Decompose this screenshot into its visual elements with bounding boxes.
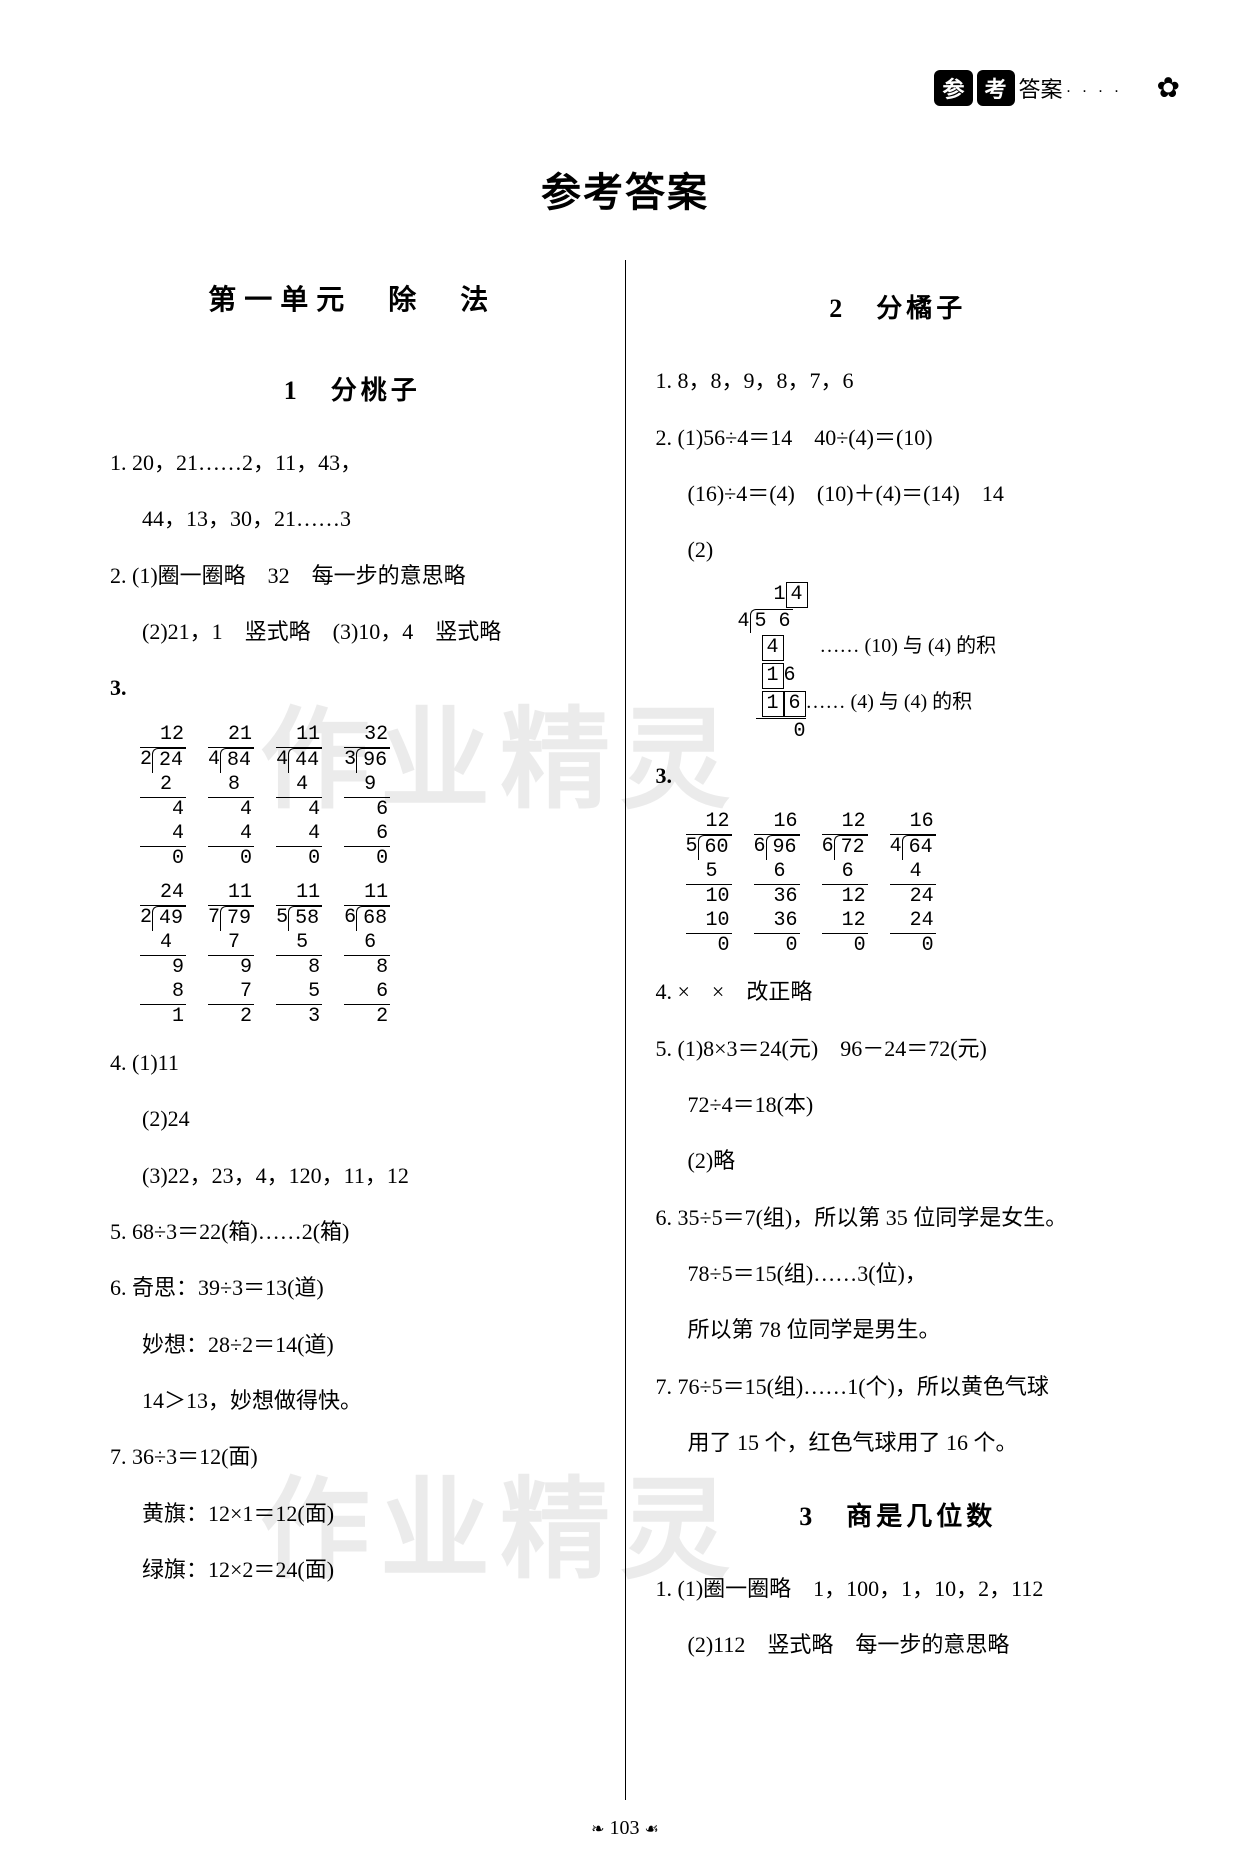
left-column: 第一单元 除 法 1 分桃子 1. 20，21……2，11，43， 44，13，… [90, 260, 615, 1800]
s2-q5-line3: (2)略 [656, 1137, 1141, 1185]
section-1-title: 1 分桃子 [110, 362, 595, 419]
s2-q2c-label: (2) [688, 537, 714, 562]
long-division: 164644 24240 [890, 810, 936, 958]
section-3-title: 3 商是几位数 [656, 1488, 1141, 1545]
q7-line3: 绿旗：12×2＝24(面) [110, 1546, 595, 1594]
long-division: 126726 12120 [822, 810, 868, 958]
s3-q1-line1: 1. (1)圈一圈略 1，100，1，10，2，112 [656, 1565, 1141, 1613]
badge-can: 参 [934, 70, 972, 106]
q6-line1: 6. 奇思：39÷3＝13(道) [110, 1264, 595, 1312]
long-division-group-r: 125605 10100 166966 36360 126726 12120 1646… [656, 810, 1141, 958]
long-division-group-a: 122242 440 214848 440 114444 440 323969 660 [110, 723, 595, 871]
s2-q6-line3: 所以第 78 位同学是男生。 [656, 1306, 1141, 1354]
q5: 5. 68÷3＝22(箱)……2(箱) [110, 1208, 595, 1256]
s2-q7-line2: 用了 15 个，红色气球用了 16 个。 [656, 1419, 1141, 1467]
long-division: 122242 440 [140, 723, 186, 871]
long-division: 114444 440 [276, 723, 322, 871]
content-columns: 第一单元 除 法 1 分桃子 1. 20，21……2，11，43， 44，13，… [90, 260, 1160, 1800]
header-badge: 参 考 答案 . . . . ✿ [934, 70, 1180, 106]
s3-q1-line2: (2)112 竖式略 每一步的意思略 [656, 1621, 1141, 1669]
q7-line1: 7. 36÷3＝12(面) [110, 1433, 595, 1481]
badge-kao: 考 [977, 70, 1015, 106]
long-division-group-b: 242494 981 117797 972 115585 853 116686 862 [110, 881, 595, 1029]
q2-line2: (2)21，1 竖式略 (3)10，4 竖式略 [110, 608, 595, 656]
note1: …… (10) 与 (4) 的积 [820, 635, 997, 657]
boxed-division: 14 45 6 4 …… (10) 与 (4) 的积 16 16…… (4) 与… [688, 581, 1141, 744]
badge-label: 答案 [1019, 72, 1063, 104]
page-number: ❧ 103 ☙ [0, 1817, 1250, 1840]
q4-line3: (3)22，23，4，120，11，12 [110, 1152, 595, 1200]
s2-q1: 1. 8，8，9，8，7，6 [656, 357, 1141, 405]
q4-line2: (2)24 [110, 1095, 595, 1143]
s2-q5-line2: 72÷4＝18(本) [656, 1081, 1141, 1129]
long-division: 115585 853 [276, 881, 322, 1029]
flower-icon: ✿ [1157, 71, 1180, 105]
q7-line2: 黄旗：12×1＝12(面) [110, 1490, 595, 1538]
s2-q4: 4. × × 改正略 [656, 968, 1141, 1016]
column-divider [625, 260, 626, 1800]
leaf-left-icon: ❧ [591, 1819, 604, 1839]
long-division: 242494 981 [140, 881, 186, 1029]
note2: …… (4) 与 (4) 的积 [806, 691, 973, 713]
q1-line2: 44，13，30，21……3 [110, 495, 595, 543]
leaf-right-icon: ☙ [645, 1819, 659, 1839]
q3: 3. 122242 440 214848 440 114444 440 323969 … [110, 664, 595, 1028]
long-division: 323969 660 [344, 723, 390, 871]
long-division: 117797 972 [208, 881, 254, 1029]
dots-icon: . . . . [1067, 79, 1123, 97]
long-division: 125605 10100 [686, 810, 732, 958]
s2-q2-line1: 2. (1)56÷4＝14 40÷(4)＝(10) [656, 414, 1141, 462]
section-2-title: 2 分橘子 [656, 280, 1141, 337]
q6-line2: 妙想：28÷2＝14(道) [110, 1321, 595, 1369]
long-division: 116686 862 [344, 881, 390, 1029]
s2-q6-line1: 6. 35÷5＝7(组)，所以第 35 位同学是女生。 [656, 1194, 1141, 1242]
s2-q2c: (2) 14 45 6 4 …… (10) 与 (4) 的积 16 16…… (… [656, 526, 1141, 743]
s2-q2-line2: (16)÷4＝(4) (10)＋(4)＝(14) 14 [656, 470, 1141, 518]
long-division: 214848 440 [208, 723, 254, 871]
q2-line1: 2. (1)圈一圈略 32 每一步的意思略 [110, 552, 595, 600]
q4-line1: 4. (1)11 [110, 1039, 595, 1087]
s2-q3-label: 3. [656, 763, 673, 788]
page-number-value: 103 [610, 1817, 640, 1839]
q3-label: 3. [110, 675, 127, 700]
q6-line3: 14＞13，妙想做得快。 [110, 1377, 595, 1425]
s2-q3: 3. 125605 10100166966 36360126726 121201… [656, 752, 1141, 958]
page-title: 参考答案 [0, 160, 1250, 218]
long-division: 166966 36360 [754, 810, 800, 958]
s2-q5-line1: 5. (1)8×3＝24(元) 96－24＝72(元) [656, 1025, 1141, 1073]
unit-title: 第一单元 除 法 [110, 270, 595, 332]
s2-q6-line2: 78÷5＝15(组)……3(位)， [656, 1250, 1141, 1298]
q1-line1: 1. 20，21……2，11，43， [110, 439, 595, 487]
right-column: 2 分橘子 1. 8，8，9，8，7，6 2. (1)56÷4＝14 40÷(4… [636, 260, 1161, 1800]
s2-q7-line1: 7. 76÷5＝15(组)……1(个)，所以黄色气球 [656, 1363, 1141, 1411]
